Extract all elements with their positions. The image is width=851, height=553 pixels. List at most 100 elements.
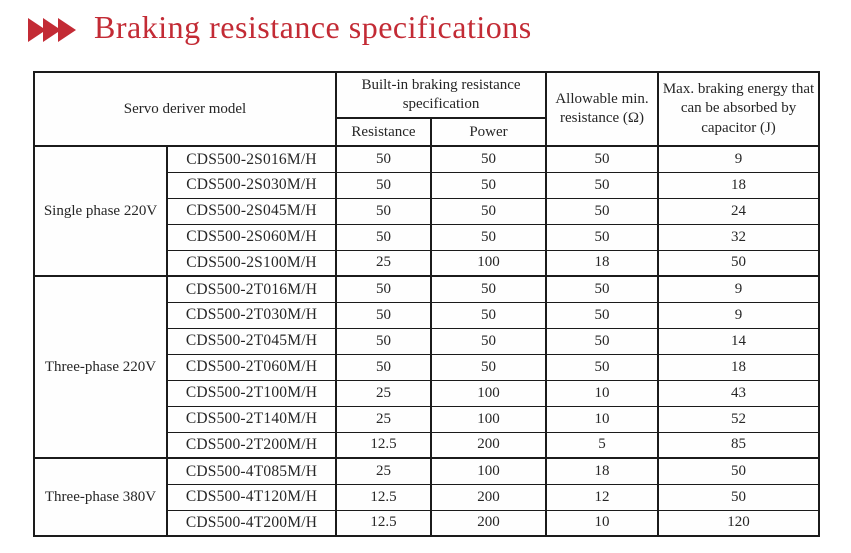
table-header: Servo deriver model Built-in braking res… [33,71,821,147]
cell-resistance: 25 [335,457,432,485]
cell-max-energy: 50 [657,249,821,277]
cell-power: 50 [429,275,548,303]
cell-power: 50 [429,327,548,355]
cell-allowable-min: 18 [545,249,660,277]
table-row: CDS500-2S030M/H 50 50 50 18 [34,171,821,199]
cell-allowable-min: 50 [545,275,660,303]
cell-resistance: 50 [335,223,432,251]
cell-max-energy: 52 [657,405,821,433]
header-power: Power [429,117,548,147]
group-label: Three-phase 220V [33,275,168,459]
section-title: Braking resistance specifications [28,9,532,45]
cell-allowable-min: 50 [545,145,660,173]
cell-model: CDS500-2S060M/H [166,223,337,251]
cell-max-energy: 24 [657,197,821,225]
cell-resistance: 50 [335,197,432,225]
table-row: Single phase 220V CDS500-2S016M/H 50 50 50 9 [33,145,821,277]
cell-resistance: 12.5 [335,509,432,537]
table-body: Single phase 220V CDS500-2S016M/H 50 50 50 9 C… [33,145,821,537]
cell-max-energy: 50 [657,483,821,511]
cell-model: CDS500-2S030M/H [166,171,337,199]
cell-resistance: 50 [335,353,432,381]
cell-max-energy: 9 [657,145,821,173]
table-row: CDS500-2S100M/H 25 100 18 50 [34,249,821,277]
cell-allowable-min: 18 [545,457,660,485]
cell-allowable-min: 50 [545,327,660,355]
cell-resistance: 25 [335,249,432,277]
cell-model: CDS500-2T100M/H [166,379,337,407]
cell-model: CDS500-2T045M/H [166,327,337,355]
table-row: CDS500-2T100M/H 25 100 10 43 [34,379,821,407]
cell-model: CDS500-4T120M/H [166,483,337,511]
cell-allowable-min: 10 [545,405,660,433]
cell-allowable-min: 12 [545,483,660,511]
triple-right-arrows-icon [28,17,76,42]
cell-max-energy: 32 [657,223,821,251]
braking-resistance-table: Servo deriver model Built-in braking res… [33,71,821,537]
cell-power: 100 [429,405,548,433]
cell-resistance: 50 [335,301,432,329]
cell-model: CDS500-2T030M/H [166,301,337,329]
table-row: CDS500-2T200M/H 12.5 200 5 85 [34,431,821,459]
cell-allowable-min: 10 [545,509,660,537]
cell-power: 100 [429,457,548,485]
group-label: Single phase 220V [33,145,168,277]
cell-allowable-min: 50 [545,301,660,329]
group-label: Three-phase 380V [33,457,168,537]
cell-max-energy: 43 [657,379,821,407]
cell-power: 200 [429,483,548,511]
cell-max-energy: 18 [657,171,821,199]
cell-model: CDS500-2T016M/H [166,275,337,303]
cell-allowable-min: 5 [545,431,660,459]
cell-resistance: 12.5 [335,431,432,459]
cell-resistance: 25 [335,405,432,433]
cell-power: 50 [429,197,548,225]
header-builtin-spec: Built-in braking resistance specificatio… [334,71,548,119]
cell-resistance: 50 [335,327,432,355]
cell-allowable-min: 50 [545,223,660,251]
cell-resistance: 25 [335,379,432,407]
cell-max-energy: 9 [657,275,821,303]
cell-model: CDS500-2S045M/H [166,197,337,225]
cell-power: 50 [429,145,548,173]
cell-power: 200 [429,509,548,537]
cell-max-energy: 9 [657,301,821,329]
cell-resistance: 12.5 [335,483,432,511]
cell-allowable-min: 50 [545,197,660,225]
cell-max-energy: 85 [657,431,821,459]
cell-allowable-min: 10 [545,379,660,407]
cell-model: CDS500-2S016M/H [166,145,337,173]
page-title: Braking resistance specifications [94,9,532,45]
cell-model: CDS500-4T200M/H [166,509,337,537]
cell-power: 50 [429,301,548,329]
cell-model: CDS500-2T200M/H [166,431,337,459]
table-row: CDS500-2S060M/H 50 50 50 32 [34,223,821,251]
table-row: Three-phase 220V CDS500-2T016M/H 50 50 50 9 [33,275,821,459]
cell-max-energy: 120 [657,509,821,537]
header-allowable-min: Allowable min. resistance (Ω) [545,71,660,147]
cell-max-energy: 18 [657,353,821,381]
cell-power: 200 [429,431,548,459]
table-row: CDS500-2T140M/H 25 100 10 52 [34,405,821,433]
cell-max-energy: 14 [657,327,821,355]
cell-power: 50 [429,171,548,199]
cell-resistance: 50 [335,275,432,303]
cell-power: 100 [429,379,548,407]
cell-resistance: 50 [335,145,432,173]
cell-power: 50 [429,353,548,381]
cell-model: CDS500-2T140M/H [166,405,337,433]
cell-power: 100 [429,249,548,277]
cell-allowable-min: 50 [545,171,660,199]
cell-max-energy: 50 [657,457,821,485]
cell-model: CDS500-2S100M/H [166,249,337,277]
cell-model: CDS500-2T060M/H [166,353,337,381]
header-max-energy: Max. braking energy that can be absorbed… [657,71,821,147]
cell-allowable-min: 50 [545,353,660,381]
cell-model: CDS500-4T085M/H [166,457,337,485]
table-row: CDS500-4T200M/H 12.5 200 10 120 [34,509,821,537]
table-row: Three-phase 380V CDS500-4T085M/H 25 100 18 50 [33,457,821,537]
header-resistance: Resistance [335,117,432,147]
cell-power: 50 [429,223,548,251]
cell-resistance: 50 [335,171,432,199]
